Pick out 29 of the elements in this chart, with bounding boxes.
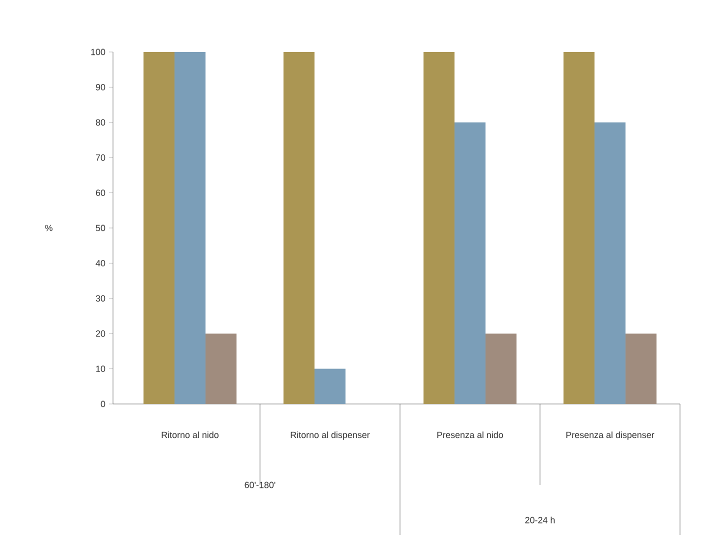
y-tick-label: 40 [96,260,106,266]
bar [174,52,206,404]
y-tick-label: 60 [96,190,106,196]
bar [486,334,517,404]
y-tick-label: 0 [100,400,106,408]
bar [284,52,315,404]
bar [594,122,626,404]
text: 20-24 h [525,516,555,524]
x-tick-label: Ritorno al nido [162,432,219,438]
y-tick-label: 30 [96,295,106,302]
y-tick-label: 80 [96,119,106,126]
y-tick-label: 70 [96,154,106,161]
y-tick-label: 50 [96,224,106,232]
y-tick-label: 90 [96,84,106,90]
y-tick-label: 10 [96,366,106,372]
bar [206,334,237,404]
y-axis-title: % [45,224,52,232]
x-tick-label: Presenza al dispenser [566,432,654,440]
x-tick-label: Presenza al nido [437,432,504,438]
x-tick-label: Ritorno al dispenser [290,432,370,440]
bar [454,122,486,404]
y-tick-label: 20 [96,330,106,337]
y-tick-label: 100 [91,48,106,56]
bar [626,334,657,404]
bar [144,52,175,404]
bar [314,368,346,404]
bar [424,52,455,404]
bar [564,52,595,404]
text: 60'-180' [244,482,276,488]
